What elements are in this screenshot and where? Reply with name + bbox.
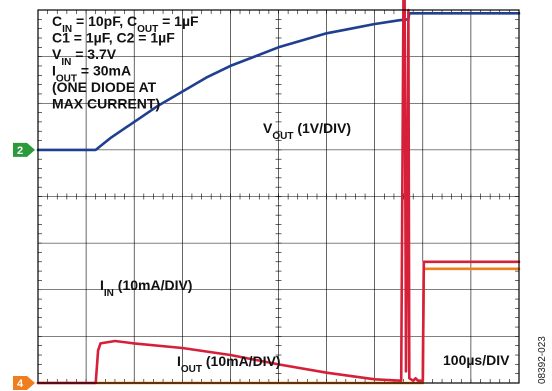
channel-marker-box <box>13 142 27 157</box>
iin-trace-label: IIN (10mA/DIV) <box>100 277 192 299</box>
channel-marker-box <box>13 376 27 390</box>
channel-marker-label: 4 <box>17 378 24 390</box>
channel-marker-arrow <box>27 142 35 157</box>
condition-line: VIN = 3.7V <box>52 46 117 68</box>
timebase-label: 100µs/DIV <box>443 352 510 368</box>
vout-trace-label: VOUT (1V/DIV) <box>263 120 351 142</box>
condition-line: MAX CURRENT) <box>52 96 160 112</box>
vout-trace <box>36 12 521 152</box>
plot-frame <box>37 9 520 384</box>
channel-marker-label: 2 <box>17 145 23 157</box>
channel-marker-arrow <box>27 376 35 390</box>
iout-trace-label: IOUT (10mA/DIV) <box>177 353 281 375</box>
condition-line: (ONE DIODE AT <box>52 79 157 95</box>
condition-line: IOUT = 30mA <box>52 63 131 85</box>
channel-markers: 24 <box>13 142 35 390</box>
figure-id: 08392-023 <box>537 336 548 384</box>
condition-line: CIN = 10pF, COUT = 1µF <box>52 13 199 35</box>
condition-line: C1 = 1µF, C2 = 1µF <box>52 30 175 46</box>
test-conditions: CIN = 10pF, COUT = 1µF C1 = 1µF, C2 = 1µF… <box>52 13 199 112</box>
iin-trace <box>36 0 521 385</box>
